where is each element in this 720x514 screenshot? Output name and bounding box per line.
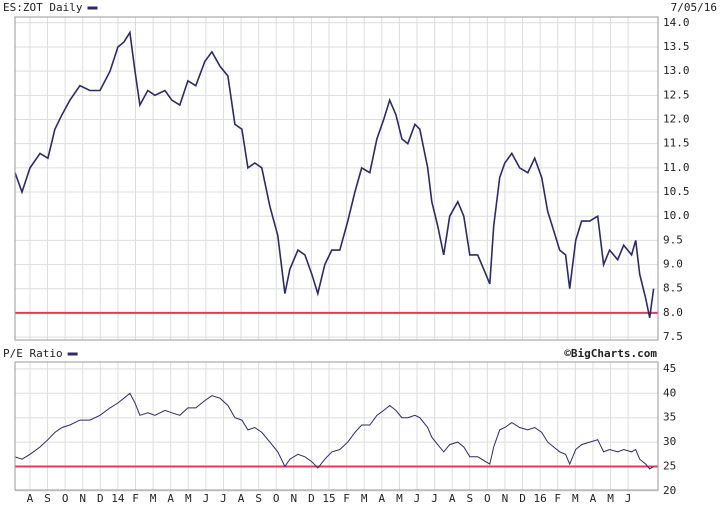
- plot-border: [14, 361, 659, 491]
- chart-title: ES:ZOT Daily: [3, 1, 83, 14]
- y-tick-label: 9.5: [663, 233, 683, 246]
- x-tick-label: S: [466, 492, 473, 505]
- y-tick-label: 10.5: [663, 185, 690, 198]
- source-label: ©BigCharts.com: [564, 347, 657, 360]
- x-tick-label: D: [308, 492, 315, 505]
- x-tick-label: A: [590, 492, 597, 505]
- x-tick-label: N: [79, 492, 86, 505]
- y-tick-label: 25: [663, 460, 676, 473]
- x-tick-label: M: [396, 492, 403, 505]
- x-tick-label: M: [185, 492, 192, 505]
- x-tick-label: N: [291, 492, 298, 505]
- x-tick-label: J: [220, 492, 227, 505]
- x-tick-label: J: [431, 492, 438, 505]
- x-tick-label: J: [414, 492, 421, 505]
- y-tick-label: 35: [663, 411, 676, 424]
- x-tick-label: A: [449, 492, 456, 505]
- y-tick-label: 8.0: [663, 306, 683, 319]
- y-tick-label: 11.5: [663, 137, 690, 150]
- x-tick-label: M: [572, 492, 579, 505]
- series-line: [14, 392, 654, 470]
- y-tick-label: 9.0: [663, 258, 683, 271]
- x-tick-label: O: [62, 492, 69, 505]
- y-tick-label: 14.0: [663, 16, 690, 29]
- y-tick-label: 40: [663, 386, 676, 399]
- y-tick-label: 7.5: [663, 330, 683, 343]
- y-tick-label: 13.5: [663, 40, 690, 53]
- x-tick-label: M: [607, 492, 614, 505]
- y-tick-label: 12.0: [663, 113, 690, 126]
- y-tick-label: 11.0: [663, 161, 690, 174]
- x-tick-label: 15: [322, 492, 335, 505]
- y-tick-label: 20: [663, 484, 676, 497]
- x-tick-label: A: [378, 492, 385, 505]
- series-line: [14, 30, 655, 318]
- x-tick-label: F: [554, 492, 561, 505]
- x-tick-label: O: [484, 492, 491, 505]
- x-tick-label: M: [150, 492, 157, 505]
- chart-title: P/E Ratio: [3, 347, 63, 360]
- x-tick-label: A: [167, 492, 174, 505]
- x-tick-label: S: [44, 492, 51, 505]
- x-tick-label: A: [27, 492, 34, 505]
- x-tick-label: D: [519, 492, 526, 505]
- x-tick-label: F: [132, 492, 139, 505]
- x-tick-label: F: [343, 492, 350, 505]
- date-label: 7/05/16: [671, 1, 717, 14]
- x-tick-label: N: [502, 492, 509, 505]
- y-tick-label: 8.5: [663, 282, 683, 295]
- x-tick-label: 16: [534, 492, 547, 505]
- y-tick-label: 10.0: [663, 209, 690, 222]
- plot-border: [14, 16, 659, 341]
- x-tick-label: M: [361, 492, 368, 505]
- y-tick-label: 45: [663, 362, 676, 375]
- y-tick-label: 30: [663, 435, 676, 448]
- plot-frame: [14, 361, 659, 491]
- x-tick-label: J: [203, 492, 210, 505]
- y-tick-label: 12.5: [663, 88, 690, 101]
- y-tick-label: 13.0: [663, 64, 690, 77]
- x-tick-label: O: [273, 492, 280, 505]
- x-tick-label: D: [97, 492, 104, 505]
- x-tick-label: S: [255, 492, 262, 505]
- x-tick-label: A: [238, 492, 245, 505]
- x-tick-label: J: [625, 492, 632, 505]
- x-tick-label: 14: [111, 492, 125, 505]
